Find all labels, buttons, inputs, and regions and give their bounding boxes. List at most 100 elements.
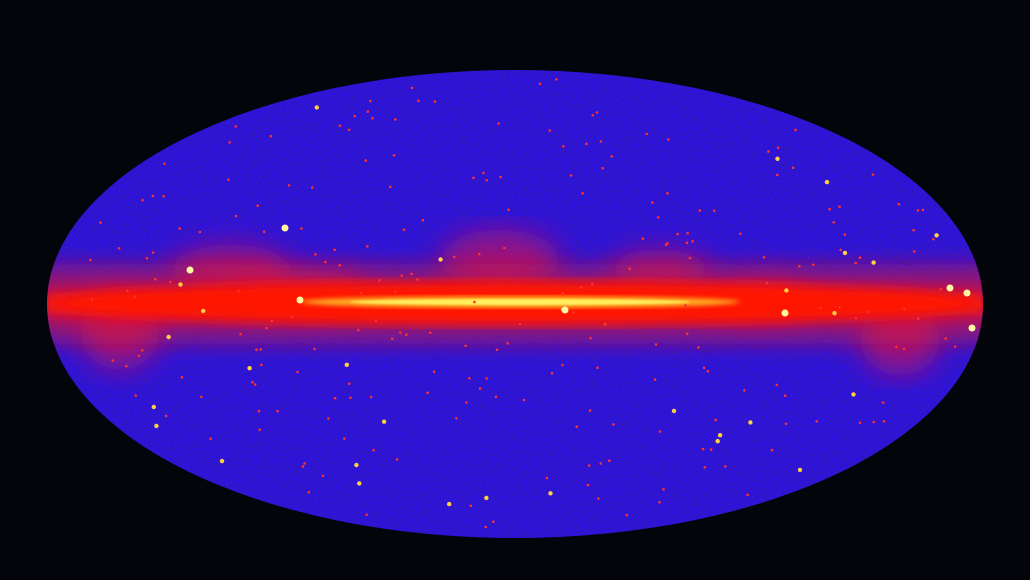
point-source [548, 491, 553, 496]
point-source [561, 363, 564, 367]
point-source [688, 256, 692, 260]
point-source [256, 204, 260, 207]
point-source [712, 209, 716, 213]
point-source [141, 198, 144, 202]
point-source [775, 383, 779, 387]
point-source [365, 513, 369, 517]
bright-source [561, 306, 569, 314]
point-source [426, 391, 429, 395]
point-source [783, 394, 787, 398]
point-source [359, 291, 363, 295]
point-source [392, 154, 396, 157]
point-source [290, 315, 294, 319]
point-source [815, 420, 818, 423]
point-source [714, 418, 717, 422]
point-source [314, 253, 317, 256]
bright-source [968, 324, 976, 332]
point-source [645, 132, 649, 136]
point-source [262, 230, 266, 234]
point-source [390, 337, 394, 341]
point-source [939, 287, 943, 291]
point-source [265, 326, 268, 330]
point-source [866, 310, 870, 314]
point-source [495, 348, 499, 352]
point-source [791, 166, 795, 170]
point-source [569, 174, 573, 177]
point-source [389, 185, 392, 189]
point-source [612, 423, 615, 426]
point-source [438, 257, 443, 262]
point-source [685, 241, 689, 245]
point-source [851, 392, 856, 397]
point-source [499, 175, 502, 179]
point-source [824, 179, 830, 185]
point-source [237, 290, 240, 293]
point-source [591, 114, 594, 117]
point-source [603, 323, 607, 327]
point-source [671, 408, 677, 414]
point-source [651, 201, 654, 204]
point-source [798, 264, 801, 268]
point-source [709, 448, 713, 451]
point-source [374, 319, 378, 323]
bright-source [186, 266, 194, 274]
point-source [590, 283, 594, 286]
point-source [538, 82, 542, 86]
point-source [698, 209, 702, 212]
point-source [812, 263, 815, 267]
point-source [485, 377, 488, 380]
point-source [333, 396, 337, 400]
point-source [492, 520, 495, 523]
point-source [234, 125, 238, 128]
point-source [369, 99, 372, 103]
point-source [916, 317, 920, 321]
point-source [667, 138, 670, 141]
point-source [228, 141, 231, 144]
point-source [485, 179, 489, 182]
point-source [658, 430, 662, 433]
point-source [154, 423, 159, 429]
bright-source [296, 296, 304, 304]
point-source [247, 366, 252, 371]
point-source [258, 428, 262, 432]
point-source [685, 332, 689, 336]
point-source [163, 162, 166, 166]
point-source [162, 195, 166, 198]
point-source [596, 366, 599, 370]
point-source [394, 118, 397, 121]
point-source [518, 322, 522, 326]
point-source [595, 111, 599, 114]
point-source [153, 277, 157, 281]
point-source [357, 481, 362, 486]
point-source [234, 214, 238, 218]
point-source [872, 420, 876, 424]
point-source [579, 286, 583, 289]
point-source [349, 396, 352, 400]
point-source [303, 462, 306, 465]
point-source [372, 448, 375, 452]
point-source [313, 347, 316, 351]
point-source [269, 134, 273, 138]
point-source [314, 105, 319, 110]
point-source [506, 342, 510, 345]
point-source [145, 257, 149, 260]
point-source [270, 319, 274, 323]
point-source [666, 191, 669, 195]
point-source [151, 194, 155, 198]
point-source [369, 395, 373, 399]
point-source [858, 256, 862, 260]
point-source [296, 370, 299, 374]
point-source [599, 140, 603, 143]
point-source [453, 255, 456, 259]
point-source [775, 156, 780, 161]
point-source [912, 228, 915, 232]
point-source [307, 491, 311, 494]
point-source [405, 333, 408, 337]
point-source [473, 300, 476, 304]
point-source [209, 437, 212, 441]
point-source [691, 239, 694, 243]
bright-source [963, 289, 971, 297]
point-source [343, 437, 346, 440]
point-source [178, 227, 181, 230]
point-source [932, 237, 935, 241]
